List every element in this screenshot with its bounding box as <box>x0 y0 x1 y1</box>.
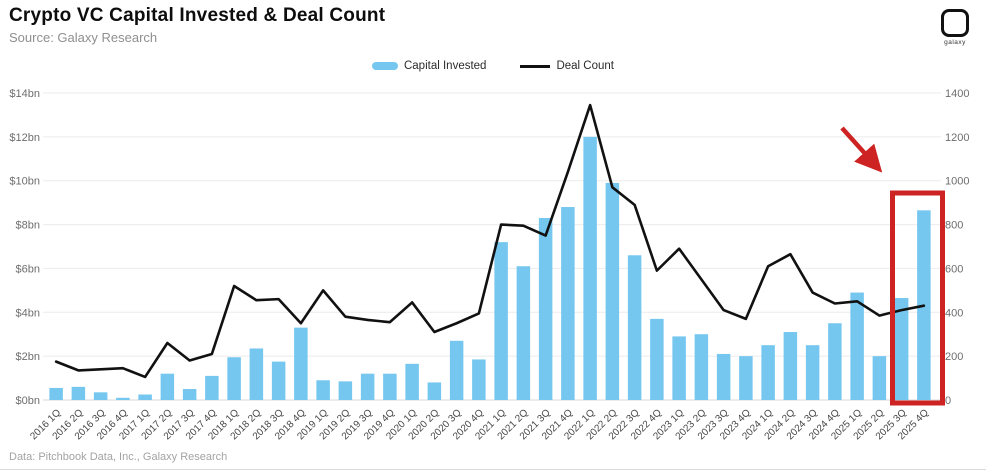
deal-count-swatch-icon <box>520 64 551 68</box>
right-axis-tick-label: 600 <box>945 263 963 275</box>
chart-header: Crypto VC Capital Invested & Deal Count … <box>9 5 385 45</box>
capital-invested-bar <box>850 292 864 400</box>
capital-invested-bar <box>650 318 664 400</box>
right-axis-tick-label: 400 <box>945 307 963 319</box>
legend-item-deal-count: Deal Count <box>520 60 614 72</box>
capital-invested-bar <box>405 363 419 400</box>
left-axis-tick-label: $8bn <box>16 220 40 232</box>
capital-invested-bar <box>160 373 175 400</box>
capital-invested-bar <box>605 182 620 400</box>
capital-invested-bar <box>694 334 709 400</box>
page-title: Crypto VC Capital Invested & Deal Count <box>9 5 386 26</box>
left-axis-tick-label: $10bn <box>9 176 40 188</box>
red-highlight-box <box>890 190 945 406</box>
left-axis-tick-label: $0bn <box>16 395 40 407</box>
capital-invested-bar <box>627 255 642 400</box>
capital-invested-bar <box>93 392 108 400</box>
capital-invested-bar <box>227 357 241 400</box>
capital-invested-bar <box>538 217 553 400</box>
capital-invested-bar <box>49 387 63 400</box>
deal-count-line <box>54 103 926 379</box>
left-axis-tick-label: $14bn <box>9 88 40 100</box>
capital-invested-bar <box>494 242 508 400</box>
legend: Capital Invested Deal Count <box>0 60 986 72</box>
capital-invested-bar <box>449 340 464 400</box>
capital-invested-bar <box>205 375 219 400</box>
legend-capital-invested-label: Capital Invested <box>403 60 487 72</box>
capital-invested-bar <box>360 373 375 400</box>
source-label: Source: Galaxy Research <box>9 30 158 45</box>
galaxy-logo-icon <box>941 9 969 37</box>
left-axis-tick-label: $6bn <box>16 263 40 275</box>
capital-invested-bar <box>271 361 286 400</box>
capital-invested-bar <box>71 386 86 400</box>
capital-invested-bar <box>783 332 798 400</box>
right-axis-tick-label: 1400 <box>945 88 969 100</box>
capital-invested-swatch-icon <box>371 62 398 70</box>
capital-invested-bar <box>383 373 397 400</box>
data-credit: Data: Pitchbook Data, Inc., Galaxy Resea… <box>9 451 228 463</box>
right-axis-tick-label: 0 <box>945 395 951 407</box>
capital-invested-bar <box>828 323 842 400</box>
legend-deal-count-label: Deal Count <box>556 60 614 72</box>
capital-invested-bar <box>805 345 820 400</box>
bottom-divider <box>0 469 986 470</box>
capital-invested-bar <box>761 345 775 400</box>
left-axis-tick-label: $12bn <box>9 132 40 144</box>
left-axis-tick-label: $2bn <box>16 351 40 363</box>
capital-invested-bar <box>561 207 575 400</box>
red-arrow-annotation <box>840 126 883 173</box>
capital-invested-bar <box>138 394 152 400</box>
capital-invested-bar <box>249 348 264 400</box>
galaxy-logo: galaxy <box>935 9 975 46</box>
right-axis-tick-label: 200 <box>945 351 963 363</box>
capital-invested-bar <box>516 266 531 400</box>
capital-invested-bar <box>182 389 197 400</box>
right-axis-tick-label: 1000 <box>945 176 969 188</box>
capital-invested-bar <box>583 136 597 400</box>
capital-invested-bar <box>872 356 887 400</box>
capital-invested-bar <box>427 382 442 400</box>
capital-invested-bar <box>739 356 753 400</box>
capital-invested-bar <box>894 298 909 400</box>
galaxy-logo-text: galaxy <box>944 39 966 46</box>
capital-invested-bar <box>338 381 353 400</box>
capital-invested-bar <box>294 327 308 400</box>
capital-invested-bar <box>672 336 686 400</box>
right-axis-tick-label: 800 <box>945 220 963 232</box>
legend-item-capital-invested: Capital Invested <box>371 60 487 72</box>
capital-invested-bar <box>716 353 731 400</box>
capital-invested-bar <box>116 397 130 400</box>
right-axis-tick-label: 1200 <box>945 132 969 144</box>
capital-invested-bar <box>316 380 330 400</box>
capital-invested-bar <box>472 359 486 400</box>
left-axis-tick-label: $4bn <box>16 307 40 319</box>
